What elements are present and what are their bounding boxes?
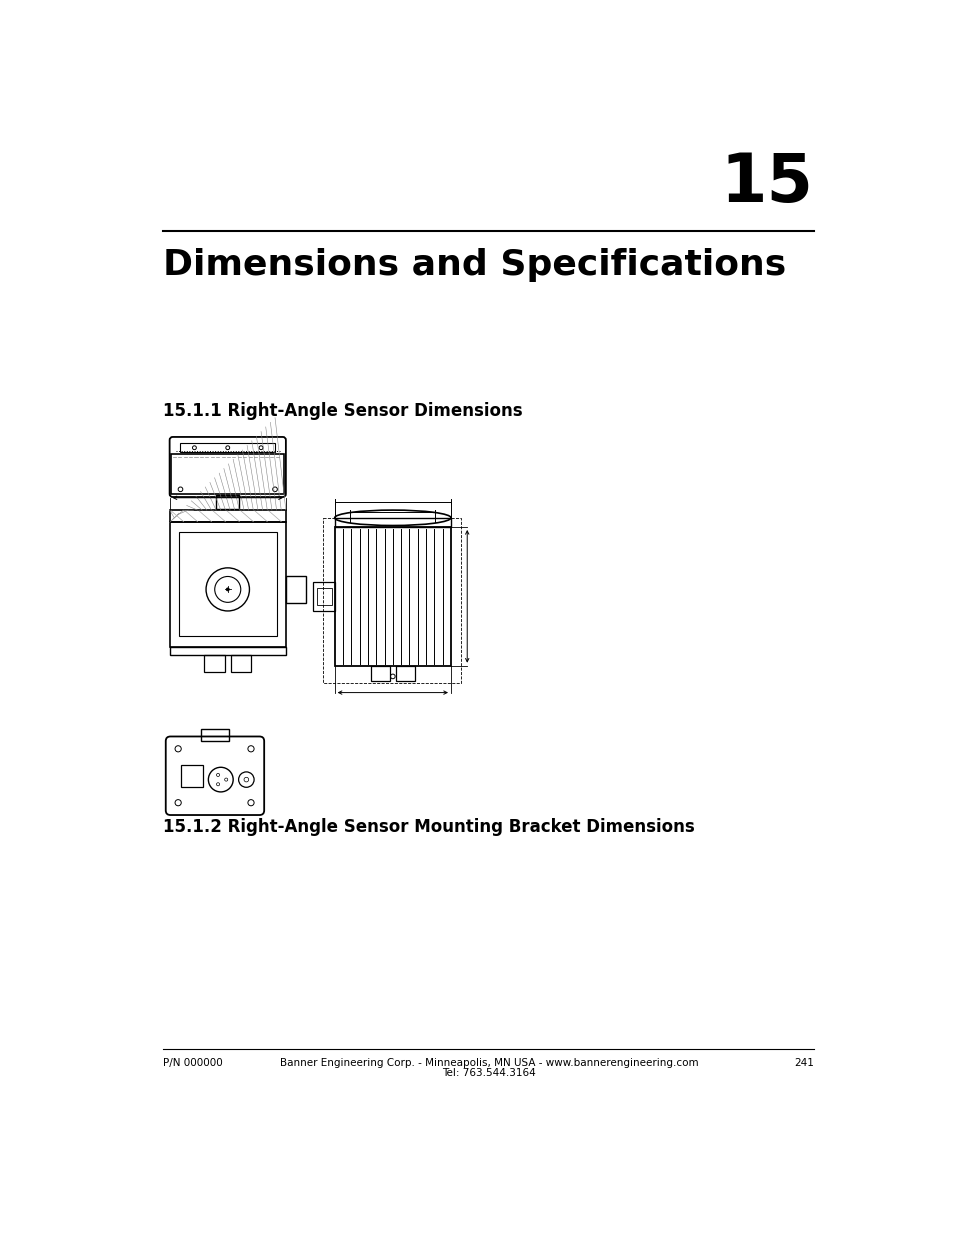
Bar <box>323 517 460 683</box>
Text: P/N 000000: P/N 000000 <box>163 1058 223 1068</box>
Bar <box>171 454 284 494</box>
Bar <box>216 495 239 509</box>
Bar <box>371 666 390 680</box>
Text: 241: 241 <box>794 1058 814 1068</box>
Bar <box>395 666 415 680</box>
Text: Tel: 763.544.3164: Tel: 763.544.3164 <box>441 1068 536 1078</box>
Bar <box>231 655 251 672</box>
Bar <box>200 729 229 741</box>
Bar <box>180 443 274 452</box>
Text: Banner Engineering Corp. - Minneapolis, MN USA - www.bannerengineering.com: Banner Engineering Corp. - Minneapolis, … <box>279 1058 698 1068</box>
Circle shape <box>226 588 229 592</box>
Bar <box>335 517 451 527</box>
Text: 15.1.1 Right-Angle Sensor Dimensions: 15.1.1 Right-Angle Sensor Dimensions <box>163 403 522 420</box>
Text: 15: 15 <box>720 149 812 216</box>
Bar <box>170 510 286 522</box>
Bar <box>179 531 276 636</box>
Text: 15.1.2 Right-Angle Sensor Mounting Bracket Dimensions: 15.1.2 Right-Angle Sensor Mounting Brack… <box>163 818 695 836</box>
Bar <box>316 588 332 605</box>
Text: Dimensions and Specifications: Dimensions and Specifications <box>163 248 786 283</box>
Bar <box>170 522 286 647</box>
Bar <box>286 577 306 603</box>
Bar <box>204 655 224 672</box>
Bar <box>335 527 451 666</box>
Bar <box>313 582 335 611</box>
Bar <box>170 647 286 655</box>
Bar <box>181 764 203 787</box>
